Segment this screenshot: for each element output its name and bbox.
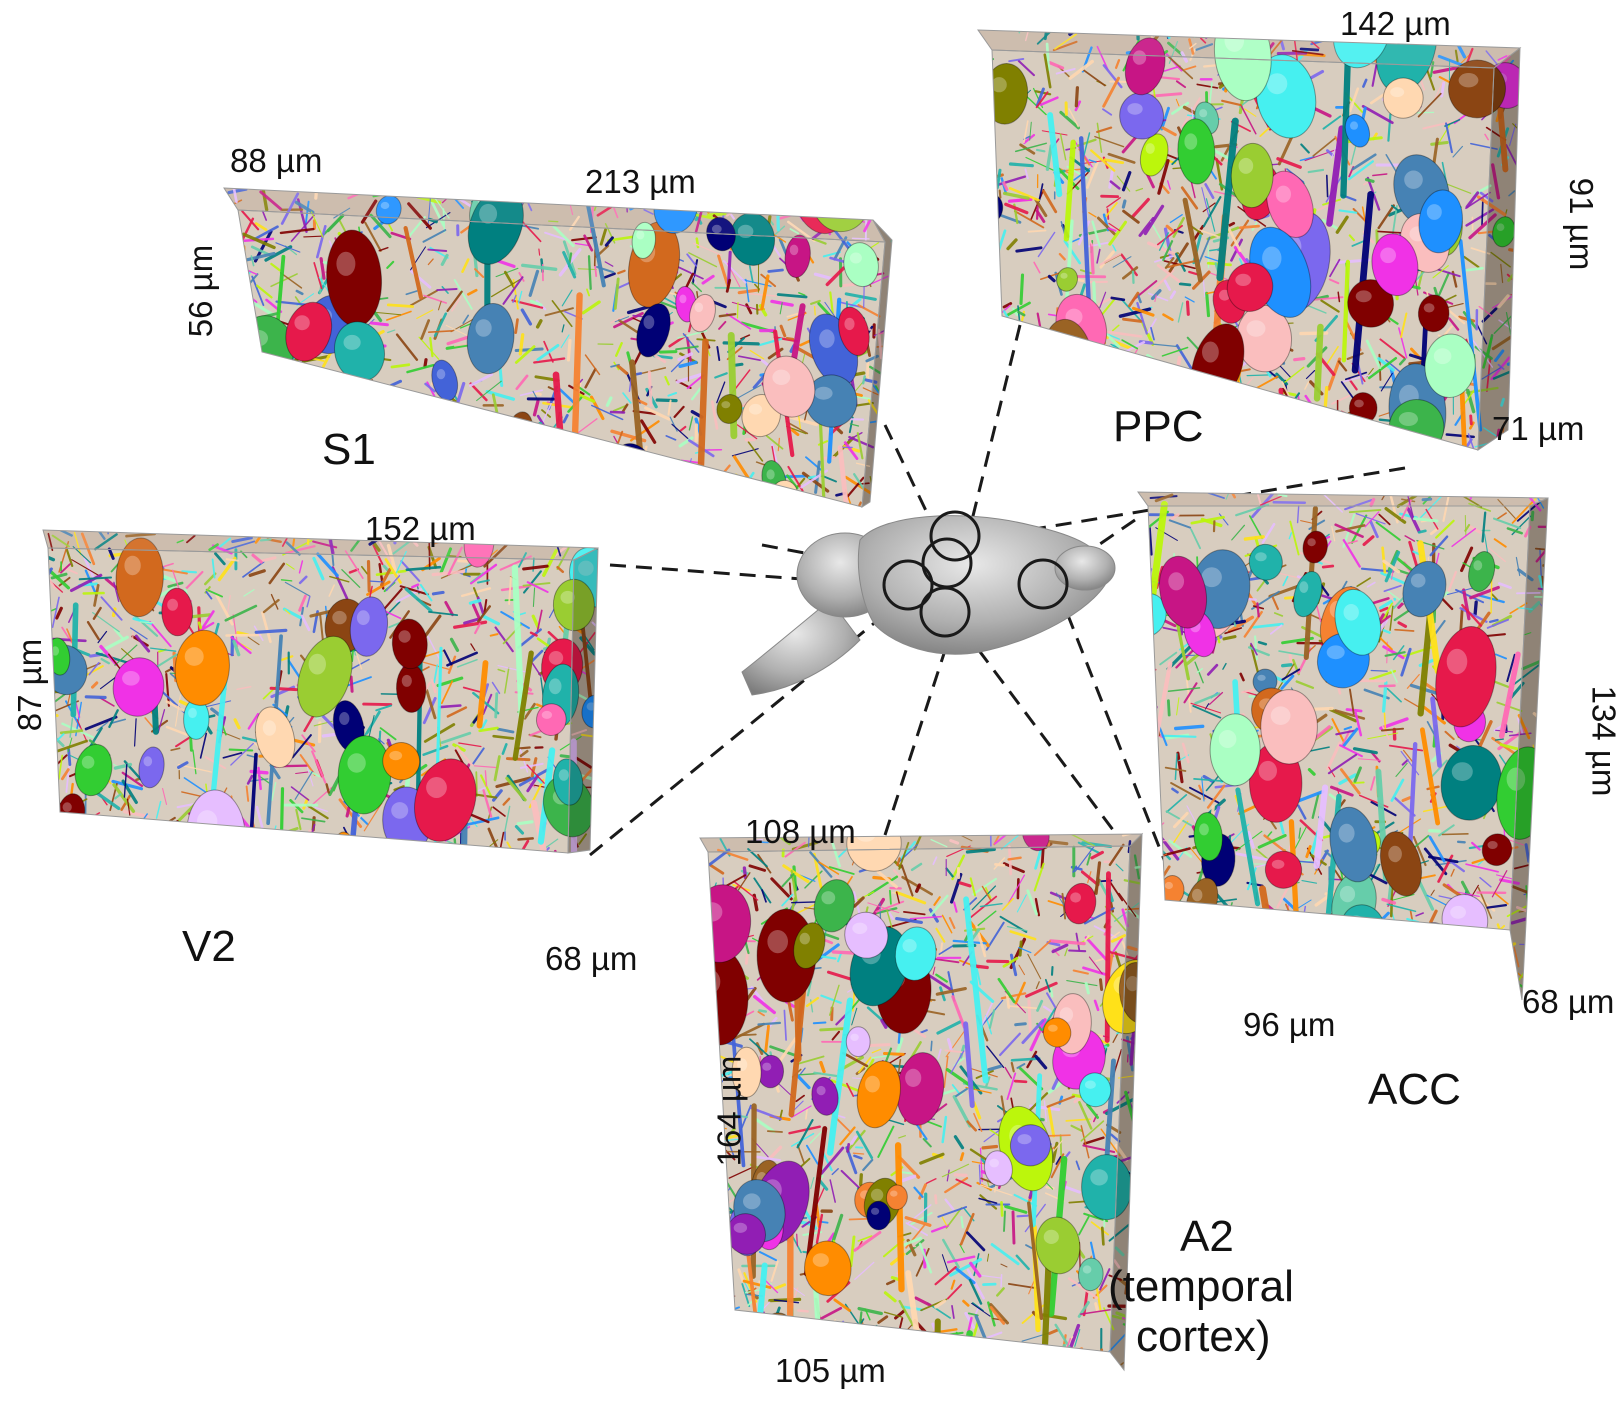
acc-region-label: ACC [1368, 1065, 1461, 1115]
s1-dim-height: 56 µm [182, 245, 220, 337]
a2-region-label-line2: (temporal [1108, 1262, 1294, 1312]
acc-block [1109, 461, 1572, 1171]
s1-dim-depth: 88 µm [230, 142, 322, 180]
a2-region-label-line3: cortex) [1136, 1312, 1270, 1362]
a2-dim-height: 164 µm [710, 1056, 748, 1167]
acc-dim-height: 134 µm [1584, 686, 1617, 797]
mouse-brain [742, 512, 1115, 695]
a2-connector-b [960, 625, 1128, 850]
v2-region-label: V2 [182, 922, 236, 972]
v2-dim-height: 87 µm [11, 639, 49, 731]
a2-connector-a [885, 635, 950, 835]
tissue-blocks [13, 0, 1573, 1411]
a2-dim-depth: 105 µm [775, 1352, 886, 1390]
ppc-dim-depth: 71 µm [1492, 410, 1584, 448]
s1-dim-length: 213 µm [585, 163, 696, 201]
ppc-region-label: PPC [1113, 402, 1203, 452]
ppc-dim-width: 142 µm [1340, 5, 1451, 43]
acc-dim-width: 96 µm [1243, 1006, 1335, 1044]
a2-block [677, 813, 1170, 1411]
a2-region-label-line1: A2 [1180, 1212, 1234, 1262]
ppc-connector-a [972, 325, 1020, 520]
v2-dim-width: 152 µm [365, 510, 476, 548]
v2-dim-depth: 68 µm [545, 940, 637, 978]
v2-block [13, 504, 622, 995]
a2-dim-width: 108 µm [745, 813, 856, 851]
olfactory-bulb [1055, 546, 1115, 590]
ppc-dim-height: 91 µm [1562, 178, 1600, 270]
s1-region-label: S1 [322, 425, 376, 475]
acc-dim-depth: 68 µm [1522, 983, 1614, 1021]
